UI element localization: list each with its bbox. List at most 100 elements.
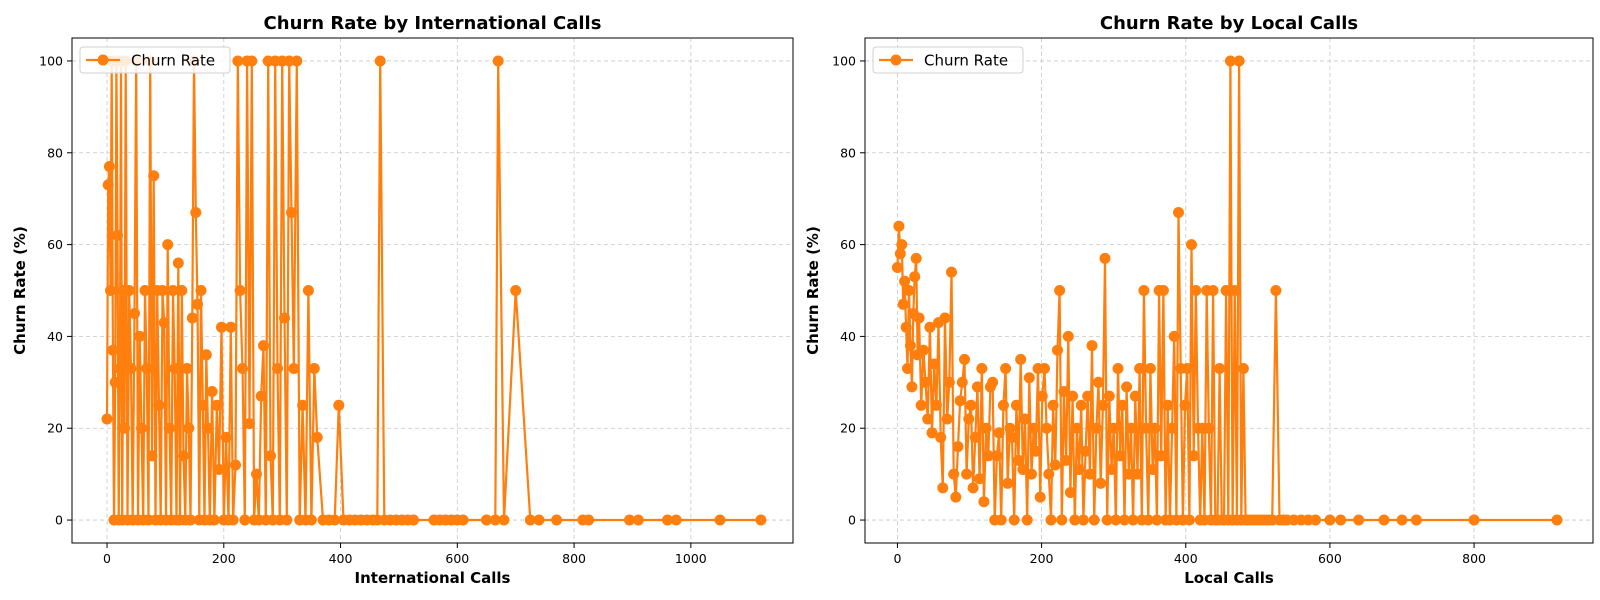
data-point (1220, 285, 1232, 296)
data-point (1049, 459, 1061, 471)
data-point (909, 271, 921, 283)
data-point (101, 413, 113, 425)
data-point (1378, 514, 1390, 526)
data-point (272, 363, 283, 374)
data-point (961, 468, 973, 480)
data-point (1149, 422, 1161, 434)
y-tick-label: 20 (47, 421, 63, 436)
data-point (1086, 340, 1098, 352)
data-point (297, 399, 309, 411)
data-point (1069, 514, 1081, 526)
y-tick-label: 80 (840, 145, 856, 160)
data-point (158, 317, 170, 329)
data-point (183, 422, 195, 434)
data-point (971, 381, 983, 393)
data-point (103, 161, 115, 172)
plot-frame (864, 37, 1594, 544)
y-axis-label: Churn Rate (%) (11, 226, 29, 355)
data-point (1103, 390, 1115, 402)
data-point (164, 422, 175, 434)
data-point (178, 450, 189, 462)
data-point (941, 413, 953, 425)
data-point (1093, 376, 1104, 388)
data-point (1095, 477, 1107, 489)
data-point (904, 340, 916, 352)
legend-label: Churn Rate (924, 52, 1008, 70)
data-point (991, 450, 1003, 462)
data-point (279, 312, 290, 324)
data-point (239, 514, 251, 526)
data-point (1396, 514, 1408, 526)
data-point (965, 399, 977, 411)
data-point (1106, 464, 1117, 475)
x-tick-label: 0 (893, 551, 901, 566)
data-point (1097, 399, 1109, 411)
data-point (1021, 514, 1033, 526)
x-tick-label: 400 (329, 551, 353, 566)
data-point (1028, 422, 1040, 434)
data-point (281, 514, 293, 526)
data-point (374, 55, 386, 67)
data-point (1270, 285, 1282, 296)
data-point (181, 363, 193, 374)
data-point (982, 450, 994, 462)
data-point (922, 413, 934, 425)
data-point (1132, 468, 1143, 480)
data-point (1026, 468, 1037, 480)
data-point (1108, 422, 1120, 434)
y-tick-label: 0 (55, 513, 63, 528)
data-point (1551, 514, 1563, 526)
data-point (134, 330, 146, 342)
data-point (963, 413, 975, 425)
data-point (894, 248, 906, 260)
data-point (899, 275, 911, 287)
data-point (1119, 514, 1130, 526)
data-point (903, 285, 915, 296)
x-axis-label: International Calls (355, 569, 511, 587)
chart-title: Churn Rate by International Calls (264, 13, 602, 34)
data-point (105, 285, 116, 296)
data-point (1077, 514, 1089, 526)
data-point (714, 514, 726, 526)
data-point (917, 344, 929, 356)
data-point (930, 399, 942, 411)
data-point (230, 459, 241, 471)
data-point (1056, 514, 1068, 526)
data-point (952, 441, 964, 453)
data-point (112, 229, 123, 241)
data-point (893, 220, 905, 232)
data-point (939, 312, 951, 324)
data-point (139, 285, 151, 296)
data-point (1162, 399, 1174, 411)
data-point (920, 376, 931, 388)
data-point (987, 376, 999, 388)
data-point (915, 399, 927, 411)
data-point (246, 55, 258, 67)
data-point (202, 422, 214, 434)
data-point (1237, 363, 1249, 374)
data-point (906, 381, 918, 393)
data-point (1186, 239, 1197, 251)
data-point (216, 321, 227, 333)
data-point (255, 390, 267, 402)
data-point (109, 376, 121, 388)
data-point (551, 514, 563, 526)
data-point (1082, 390, 1094, 402)
data-point (1060, 454, 1072, 466)
data-point (288, 363, 300, 374)
data-point (1183, 514, 1195, 526)
data-point (1144, 363, 1156, 374)
data-point (902, 363, 913, 374)
data-point (1173, 207, 1184, 218)
data-point (1034, 491, 1046, 503)
data-point (583, 514, 595, 526)
data-point (1036, 390, 1048, 402)
data-point (928, 358, 940, 370)
data-point (946, 266, 957, 278)
data-point (1015, 353, 1027, 365)
data-point (1181, 363, 1193, 374)
data-point (1142, 514, 1154, 526)
y-tick-label: 20 (840, 421, 856, 436)
data-point (662, 514, 673, 526)
